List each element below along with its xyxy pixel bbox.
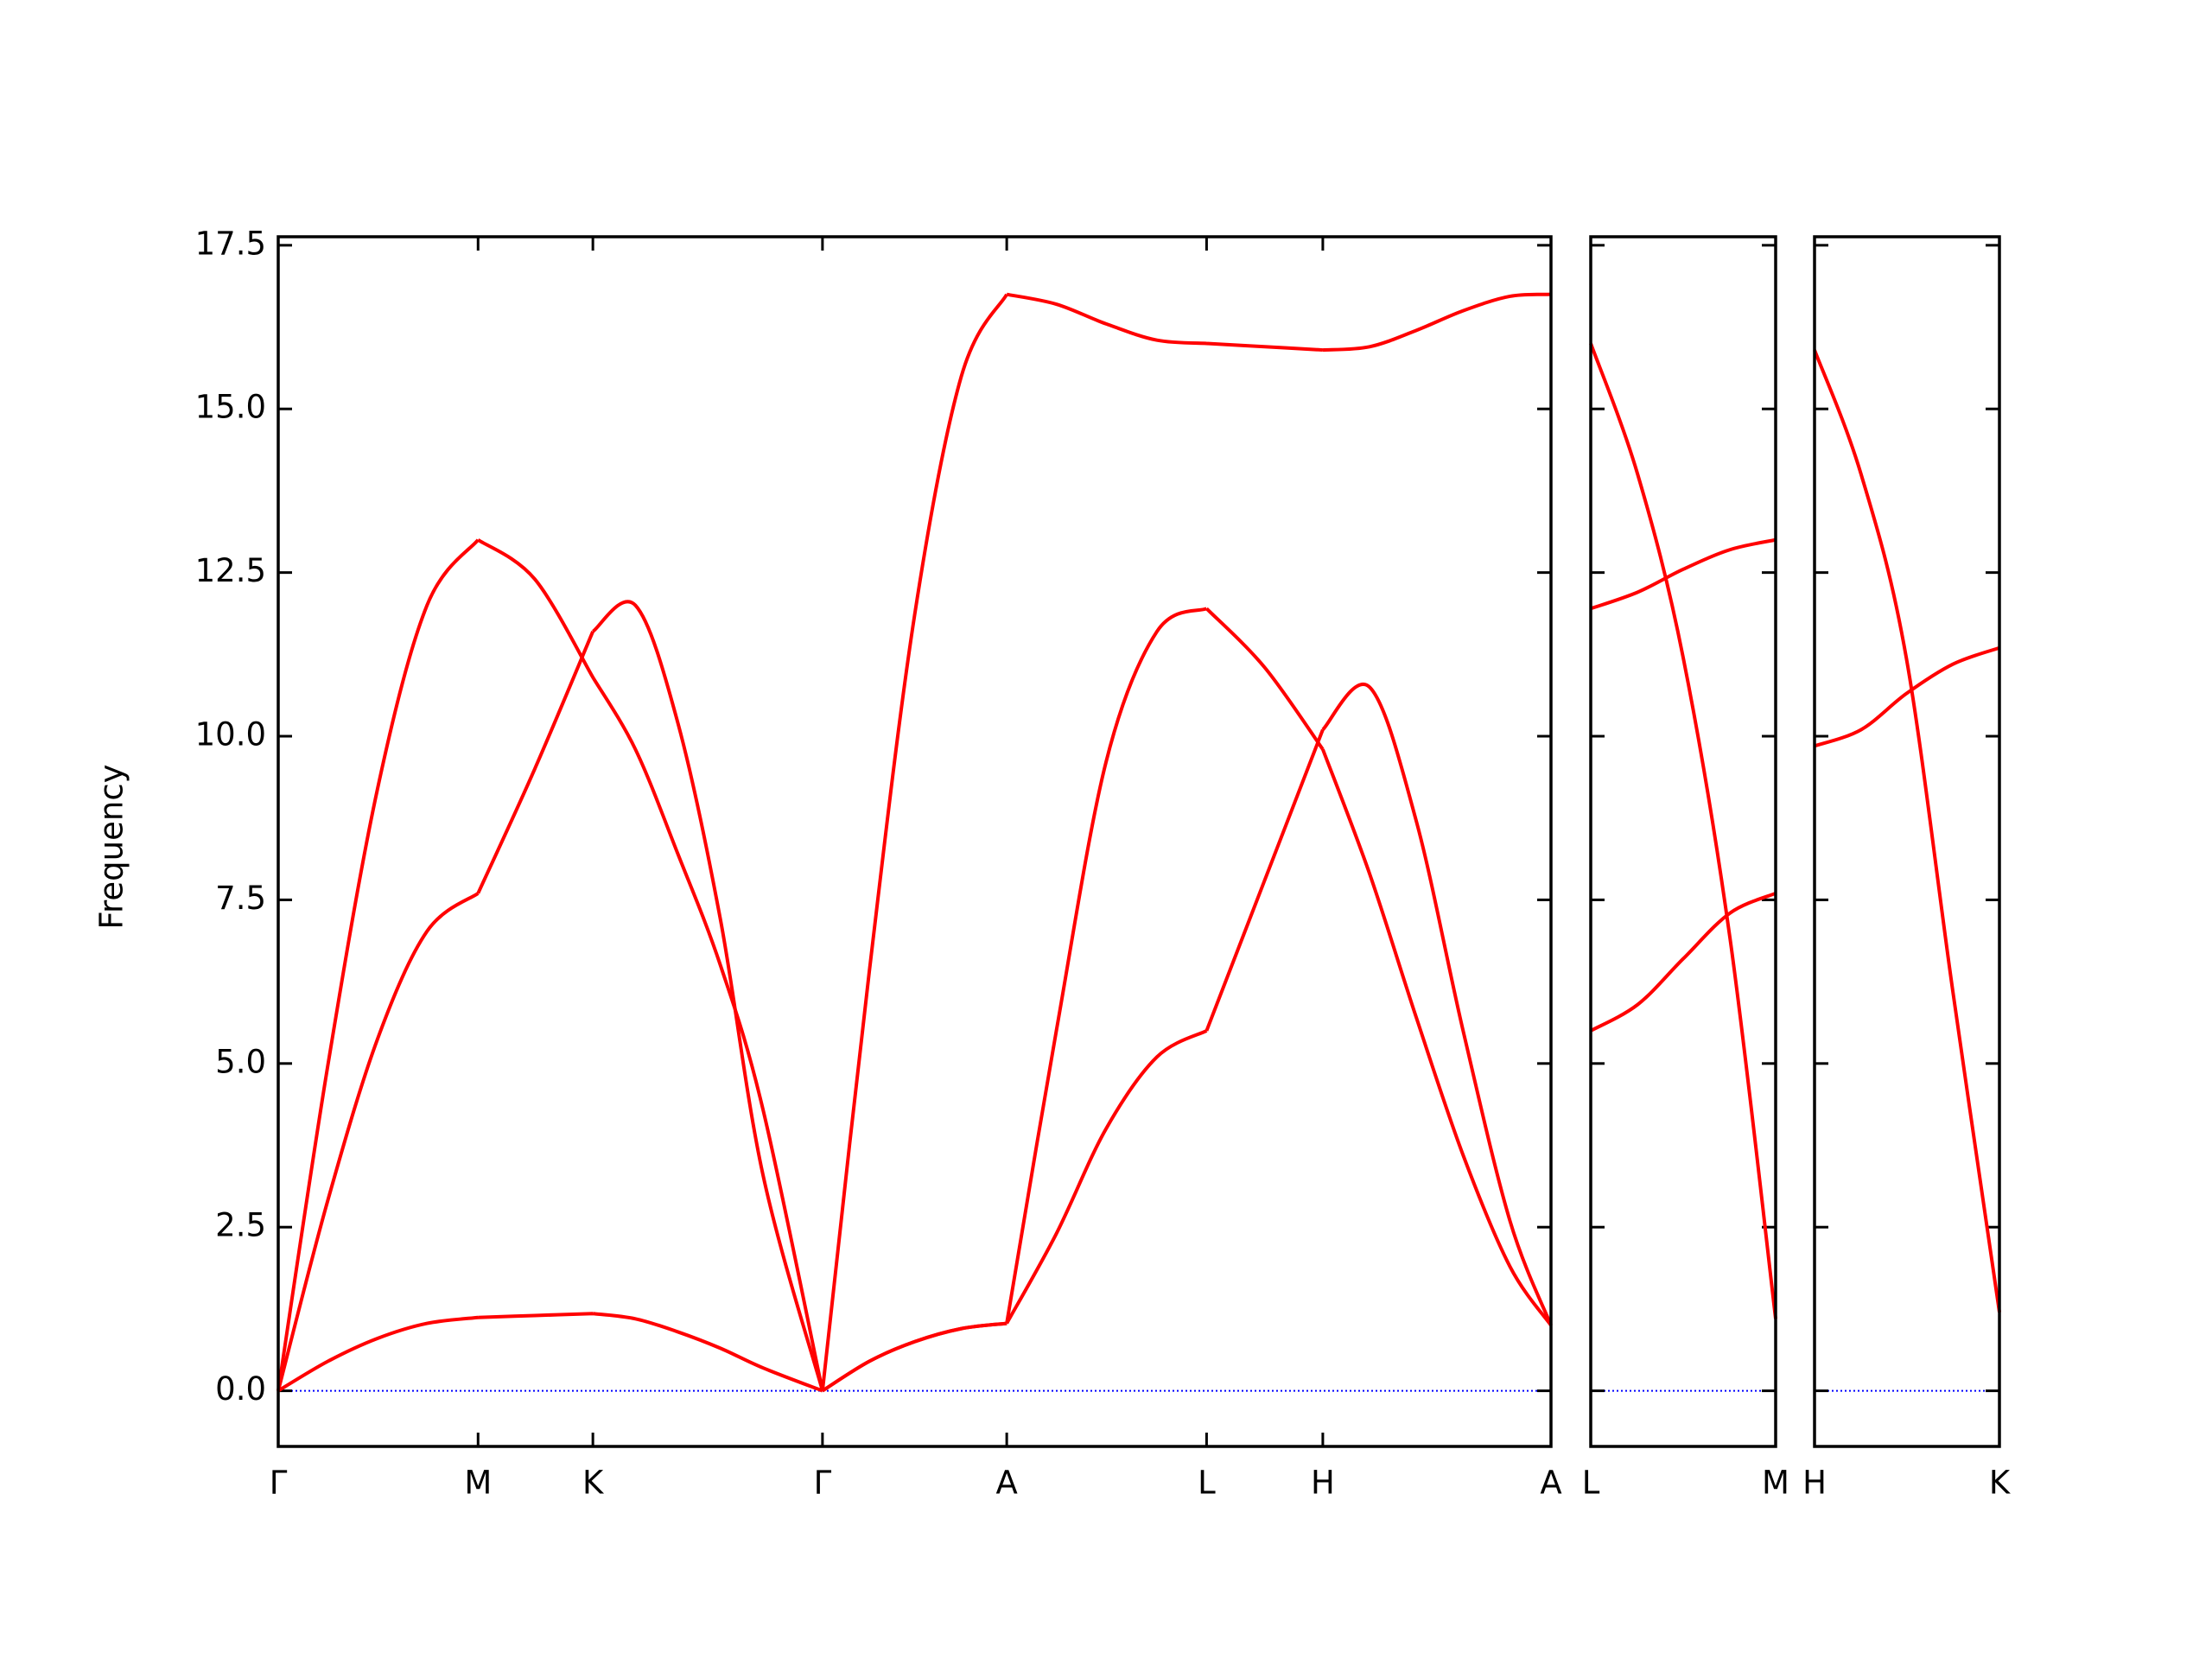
axes-frame xyxy=(1589,235,1777,1448)
x-tick-label: K xyxy=(1989,1465,2012,1502)
y-tick-label: 17.5 xyxy=(195,225,266,262)
y-tick-label: 0.0 xyxy=(215,1370,266,1408)
x-tick-label: L xyxy=(1198,1465,1216,1502)
band-line xyxy=(1814,645,2000,748)
band-line xyxy=(1589,342,1777,1319)
band-line xyxy=(1590,891,1777,1033)
x-tick-label: H xyxy=(1311,1465,1335,1502)
x-tick-label: Γ xyxy=(814,1465,832,1502)
x-tick-label: A xyxy=(1540,1465,1561,1502)
x-tick-label: K xyxy=(582,1465,605,1502)
y-tick-label: 5.0 xyxy=(215,1043,266,1080)
y-tick-label: 15.0 xyxy=(195,389,266,426)
axes-frame xyxy=(1813,235,2001,1448)
band-line xyxy=(276,600,1553,1393)
band-line xyxy=(1590,537,1777,611)
band-line xyxy=(1813,349,2001,1313)
band-line xyxy=(276,292,1552,1392)
y-tick-label: 7.5 xyxy=(215,880,266,917)
band-line xyxy=(276,683,1553,1393)
x-tick-label: Γ xyxy=(270,1465,288,1502)
y-tick-label: 12.5 xyxy=(195,552,266,589)
y-axis-label: Frequency xyxy=(93,764,130,929)
x-tick-label: H xyxy=(1802,1465,1827,1502)
axes-frame xyxy=(276,235,1553,1448)
x-tick-label: L xyxy=(1582,1465,1600,1502)
x-tick-label: A xyxy=(995,1465,1017,1502)
x-tick-label: M xyxy=(464,1465,492,1502)
x-tick-label: M xyxy=(1762,1465,1789,1502)
y-tick-label: 2.5 xyxy=(215,1207,266,1244)
y-tick-label: 10.0 xyxy=(195,716,266,753)
